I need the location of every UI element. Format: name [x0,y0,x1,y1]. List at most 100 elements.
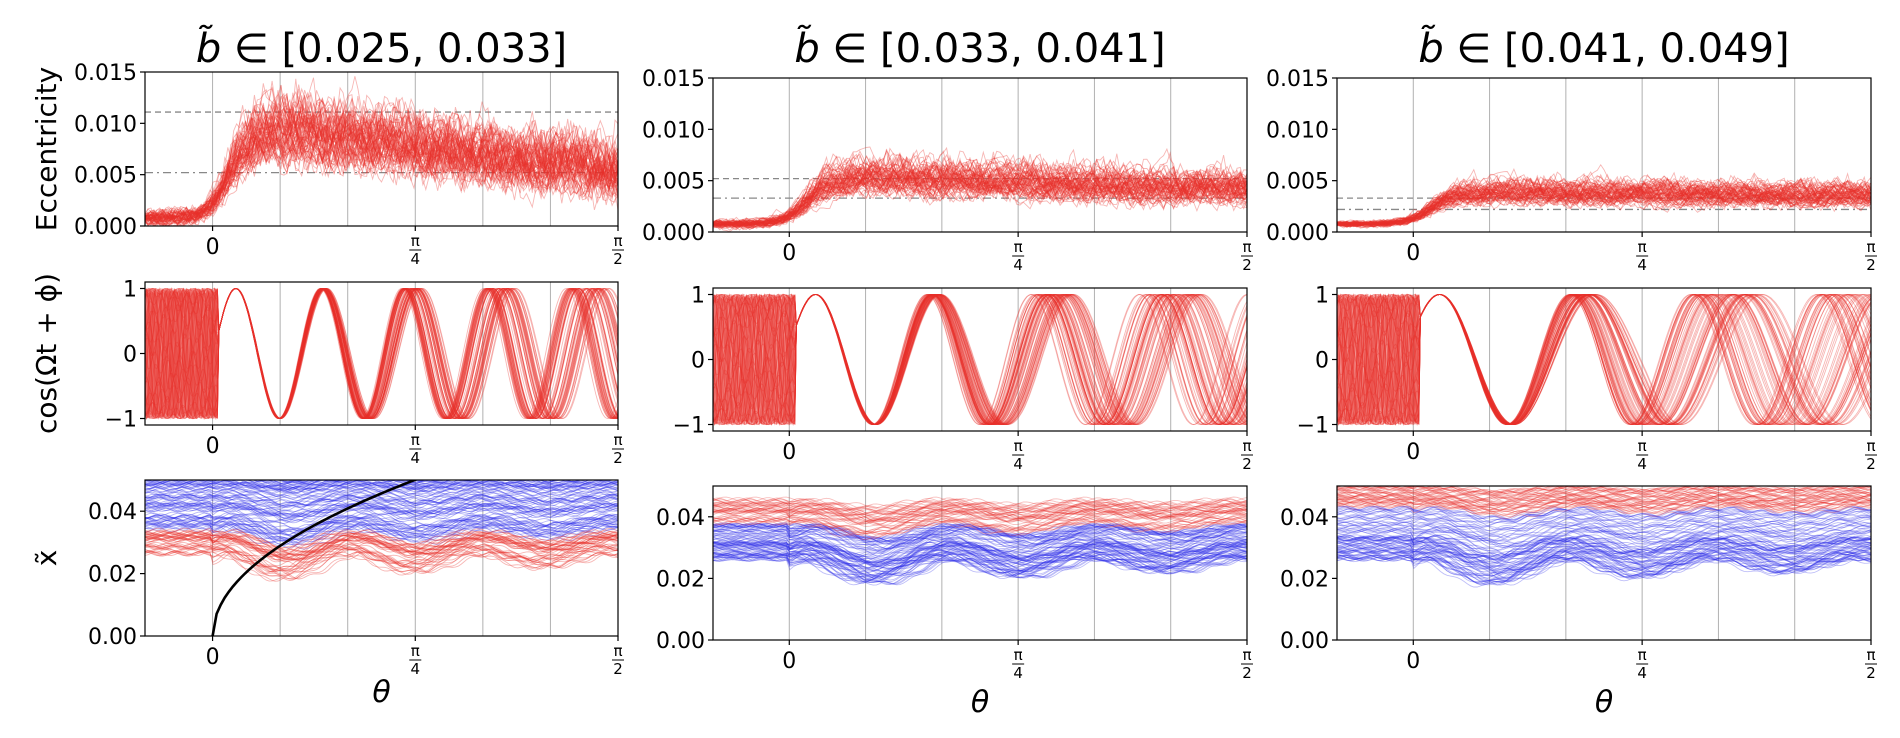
x-tilde-curve [1337,545,1871,572]
x-tilde-curve [713,541,1247,566]
x-tilde-curve [1337,509,1871,525]
eccentricity-curve [145,78,618,226]
phase-curve [145,287,618,420]
x-tilde-curve [145,535,618,561]
x-tilde-curve [145,516,618,536]
eccentricity-curve [713,156,1247,230]
phase-curve [145,288,618,419]
phase-curve [713,294,1247,426]
x-tilde-curve [713,529,1247,551]
phase-curve [145,288,618,420]
x-tilde-curve [1337,497,1871,510]
x-tilde-curve [145,530,618,553]
x-tilde-curve [713,500,1247,514]
eccentricity-curve [1337,177,1871,226]
eccentricity-curve [145,121,618,225]
curves [713,146,1247,232]
y-tick-label: 0.015 [1266,67,1329,92]
phase-curve [713,294,1247,426]
x-tilde-curve [145,493,618,506]
x-tilde-curve [1337,494,1871,506]
phase-curve [1337,294,1871,425]
eccentricity-curve [713,160,1247,227]
x-tilde-curve [713,529,1247,551]
x-tilde-curve [713,540,1247,565]
x-tilde-curve [713,514,1247,532]
phase-curve [145,288,618,419]
x-tilde-curve [713,530,1247,552]
x-tilde-curve [145,507,618,524]
x-tilde-curve [1337,524,1871,544]
x-tilde-curve [145,520,618,541]
y-tick-label: 0.005 [74,164,137,189]
phase-curve [1337,294,1871,425]
x-tilde-curve [145,512,618,531]
phase-curve [713,293,1247,426]
phase-curve [713,294,1247,427]
x-tilde-curve [145,548,618,577]
eccentricity-curve [145,101,618,224]
x-tilde-curve [1337,516,1871,534]
phase-curve [1337,294,1871,425]
y-tick-label: 0.000 [74,215,137,240]
eccentricity-curve [713,150,1247,229]
y-tick-label: 0.04 [1280,506,1329,531]
x-tilde-curve [145,480,618,491]
eccentricity-curve [1337,183,1871,228]
black-curve [211,480,419,636]
x-tilde-curve [713,538,1247,563]
phase-curve [713,293,1247,426]
eccentricity-curve [145,99,618,222]
x-tilde-curve [1337,490,1871,500]
phase-curve [713,293,1247,425]
x-tilde-curve [145,480,618,490]
x-tilde-curve [713,528,1247,550]
phase-curve [1337,292,1871,425]
phase-curve [145,288,618,419]
x-tick-label-num: π [1242,646,1251,664]
x-tilde-curve [713,496,1247,509]
phase-curve [1337,294,1871,425]
phase-curve [145,287,618,419]
x-tilde-curve [1337,502,1871,516]
x-tilde-curve [145,496,618,511]
x-tilde-curve [1337,527,1871,547]
x-tick-label-den: 4 [1637,256,1647,274]
x-tilde-curve [1337,486,1871,494]
eccentricity-curve [145,124,618,225]
x-tilde-curve [1337,502,1871,517]
y-tick-label: 0.010 [642,118,705,143]
x-tilde-curve [1337,488,1871,499]
x-tick-label: 0 [782,241,796,266]
phase-curve [1337,294,1871,426]
phase-curve [713,293,1247,425]
phase-curve [713,294,1247,426]
phase-curve [145,288,618,419]
phase-curve [713,294,1247,425]
x-tilde-curve [1337,551,1871,579]
phase-curve [1337,294,1871,425]
x-tilde-curve [1337,528,1871,549]
x-tilde-curve [713,550,1247,577]
y-tick-label: 0.000 [642,221,705,246]
eccentricity-curve [1337,190,1871,225]
eccentricity-curve [145,84,618,225]
phase-curve [1337,294,1871,427]
x-tick-label-num: π [1638,238,1647,256]
x-tilde-curve [713,517,1247,536]
eccentricity-curve [713,164,1247,228]
x-tilde-curve [145,484,618,496]
x-tilde-curve [713,525,1247,545]
x-tilde-curve [145,543,618,571]
x-tilde-curve [1337,493,1871,504]
x-tilde-curve [145,514,618,534]
x-tilde-curve [713,508,1247,523]
phase-curve [713,293,1247,425]
eccentricity-curve [1337,175,1871,228]
eccentricity-curve [713,159,1247,225]
phase-curve [145,288,618,419]
x-tilde-curve [1337,548,1871,575]
x-tilde-curve [713,556,1247,586]
x-tick-label-num: π [1242,437,1251,455]
phase-curve [713,292,1247,425]
